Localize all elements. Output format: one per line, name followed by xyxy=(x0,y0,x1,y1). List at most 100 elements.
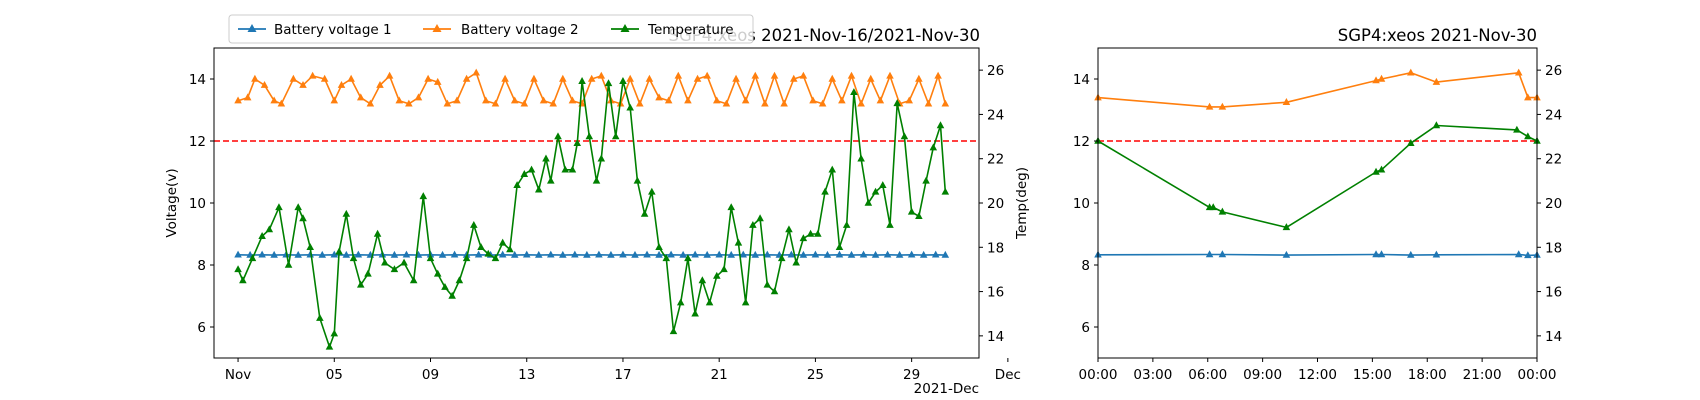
main-point-v2 xyxy=(405,99,413,107)
detail-x-tick-label: 06:00 xyxy=(1188,367,1227,383)
legend-label-temp: Temperature xyxy=(647,22,734,38)
main-point-temp xyxy=(611,132,620,140)
main-point-temp xyxy=(705,298,714,306)
main-point-v1 xyxy=(330,250,339,258)
main-y2-axis-label: Temp(deg) xyxy=(1014,167,1030,240)
main-point-v2 xyxy=(799,71,808,79)
main-point-temp xyxy=(814,229,822,237)
detail-y-tick-label: 8 xyxy=(1081,258,1090,274)
detail-y2-tick-label: 16 xyxy=(1545,285,1562,301)
detail-y-tick-label: 10 xyxy=(1073,196,1090,212)
main-point-temp xyxy=(325,342,334,350)
detail-point-v2 xyxy=(1407,68,1415,76)
main-point-temp xyxy=(871,187,880,195)
main-point-temp xyxy=(448,291,456,299)
main-point-v2 xyxy=(308,71,317,79)
main-y-tick-label: 14 xyxy=(189,72,206,88)
main-point-v2 xyxy=(934,71,942,79)
main-point-v1 xyxy=(547,250,555,258)
main-point-v1 xyxy=(534,250,543,258)
legend-item-battery-voltage-1: Battery voltage 1 xyxy=(238,22,392,38)
main-point-temp xyxy=(234,265,242,273)
main-point-temp xyxy=(640,209,649,217)
main-point-temp xyxy=(756,214,764,222)
main-point-temp xyxy=(534,185,543,193)
detail-y2-tick-label: 22 xyxy=(1545,152,1562,168)
main-point-v2 xyxy=(818,99,827,107)
main-point-temp xyxy=(513,181,521,189)
main-point-temp xyxy=(265,225,274,233)
main-point-v2 xyxy=(453,96,461,104)
main-point-temp xyxy=(409,276,418,284)
main-point-temp xyxy=(741,298,750,306)
detail-series-temp xyxy=(1094,121,1541,231)
detail-point-v2 xyxy=(1524,93,1532,101)
detail-y2-tick-label: 14 xyxy=(1545,329,1562,345)
main-point-temp xyxy=(770,287,779,295)
main-point-temp xyxy=(864,198,873,206)
main-point-v2 xyxy=(847,71,856,79)
main-point-v1 xyxy=(751,250,760,258)
main-y2-tick-label: 18 xyxy=(987,240,1004,256)
main-point-v2 xyxy=(234,96,242,104)
detail-point-temp xyxy=(1372,167,1380,175)
main-point-v2 xyxy=(664,96,673,104)
main-point-v1 xyxy=(787,250,796,258)
main-point-temp xyxy=(655,243,663,251)
main-point-v1 xyxy=(402,250,411,258)
detail-point-v2 xyxy=(1282,98,1291,105)
main-point-v2 xyxy=(780,99,788,107)
detail-y2-tick-label: 20 xyxy=(1545,196,1562,212)
main-point-temp xyxy=(835,243,844,251)
legend-marker-v1 xyxy=(247,24,257,32)
detail-point-v2 xyxy=(1432,77,1441,85)
main-point-temp xyxy=(306,243,315,251)
main-point-v2 xyxy=(395,96,404,104)
main-point-v1 xyxy=(583,250,591,258)
main-point-temp xyxy=(684,254,692,262)
main-y2-tick-label: 14 xyxy=(987,329,1004,345)
main-point-temp xyxy=(734,238,743,246)
main-point-temp xyxy=(426,254,435,262)
main-point-v1 xyxy=(907,250,916,258)
main-point-temp xyxy=(316,313,324,321)
detail-point-v1 xyxy=(1432,250,1441,258)
detail-point-temp xyxy=(1407,139,1415,146)
main-point-v2 xyxy=(674,71,683,79)
detail-point-temp xyxy=(1432,121,1441,129)
main-point-v2 xyxy=(510,96,519,104)
main-y2-tick-label: 20 xyxy=(987,196,1004,212)
main-point-temp xyxy=(648,187,656,195)
main-point-v2 xyxy=(277,99,286,107)
main-point-temp xyxy=(799,234,808,242)
main-point-temp xyxy=(527,165,536,173)
detail-x-tick-label: 15:00 xyxy=(1353,367,1392,383)
main-point-v1 xyxy=(655,250,663,258)
main-point-v2 xyxy=(385,71,394,79)
detail-point-v1 xyxy=(1524,251,1532,259)
main-y2-tick-label: 16 xyxy=(987,285,1004,301)
main-point-v1 xyxy=(643,250,651,258)
main-point-v1 xyxy=(835,250,844,258)
main-point-v2 xyxy=(559,74,567,82)
main-point-temp xyxy=(239,276,247,284)
main-point-v2 xyxy=(924,99,933,107)
detail-point-v1 xyxy=(1218,250,1227,258)
main-point-temp xyxy=(592,176,601,184)
main-point-temp xyxy=(330,329,339,337)
main-point-v1 xyxy=(559,250,567,258)
main-point-v1 xyxy=(941,250,950,258)
main-point-temp xyxy=(604,79,613,87)
detail-point-v2 xyxy=(1514,68,1523,76)
main-point-temp xyxy=(857,154,865,162)
detail-point-temp xyxy=(1218,207,1227,215)
main-x-tick-label: 13 xyxy=(518,367,535,383)
main-point-temp xyxy=(886,220,894,228)
main-point-v2 xyxy=(356,93,365,101)
main-point-temp xyxy=(299,214,307,222)
detail-y2-tick-label: 18 xyxy=(1545,240,1562,256)
main-point-v2 xyxy=(568,96,577,104)
detail-x-tick-label: 00:00 xyxy=(1079,367,1118,383)
main-point-v2 xyxy=(789,74,798,82)
main-point-v1 xyxy=(619,250,627,258)
